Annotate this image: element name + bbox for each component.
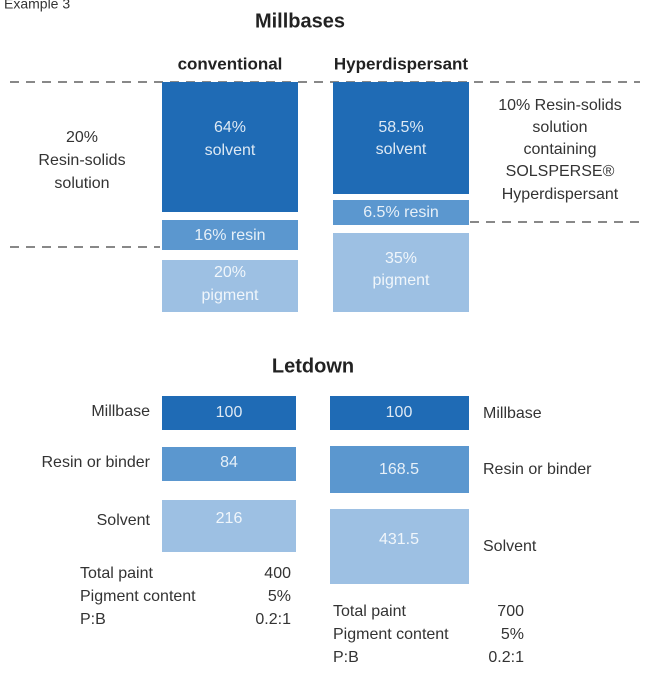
box-text: 64% [214,119,246,136]
total-value: 0.2:1 [255,611,291,628]
note: 10% Resin-solids [498,97,622,114]
pigment-box [333,233,469,312]
total-value: 5% [501,626,524,643]
row-label: Solvent [97,512,151,529]
resin-box [162,447,296,481]
resin-box [162,220,298,250]
total-value: 700 [497,603,524,620]
box-text: 6.5% resin [363,204,439,221]
row-label: Resin or binder [483,461,592,478]
millbase-box [162,396,296,430]
box-value: 216 [216,510,243,527]
note: solution [532,119,587,136]
note: containing [524,141,597,158]
total-label: P:B [333,649,359,666]
box-value: 168.5 [379,461,419,478]
box-value: 100 [386,404,413,421]
row-label: Millbase [483,405,542,422]
note: solution [54,175,109,192]
millbase-box [330,396,469,430]
box-text: solvent [205,142,256,159]
box-text: pigment [202,287,259,304]
box-text: 20% [214,264,246,281]
note: Hyperdispersant [502,186,619,203]
total-label: Total paint [333,603,406,620]
total-label: Pigment content [80,588,196,605]
resin-box [330,446,469,493]
total-value: 400 [264,565,291,582]
letdown-title: Letdown [272,355,354,377]
solvent-box [162,500,296,552]
box-value: 100 [216,404,243,421]
solvent-box [333,82,469,194]
millbases-title: Millbases [255,10,345,32]
row-label: Millbase [91,403,150,420]
column-heading: Hyperdispersant [334,54,468,73]
note: Resin-solids [38,152,125,169]
note: 20% [66,129,98,146]
example-label: Example 3 [4,0,70,12]
total-value: 0.2:1 [488,649,524,666]
note: SOLSPERSE® [506,163,615,180]
box-value: 84 [220,454,238,471]
box-value: 431.5 [379,531,419,548]
solvent-box [330,509,469,584]
box-text: pigment [373,272,430,289]
row-label: Resin or binder [42,454,151,471]
total-label: Total paint [80,565,153,582]
solvent-box [162,82,298,212]
column-heading: conventional [178,54,283,73]
box-text: solvent [376,141,427,158]
total-value: 5% [268,588,291,605]
total-label: Pigment content [333,626,449,643]
box-text: 35% [385,250,417,267]
total-label: P:B [80,611,106,628]
pigment-box [162,260,298,312]
row-label: Solvent [483,538,537,555]
box-text: 58.5% [378,119,423,136]
resin-box [333,200,469,225]
box-text: 16% resin [194,227,265,244]
